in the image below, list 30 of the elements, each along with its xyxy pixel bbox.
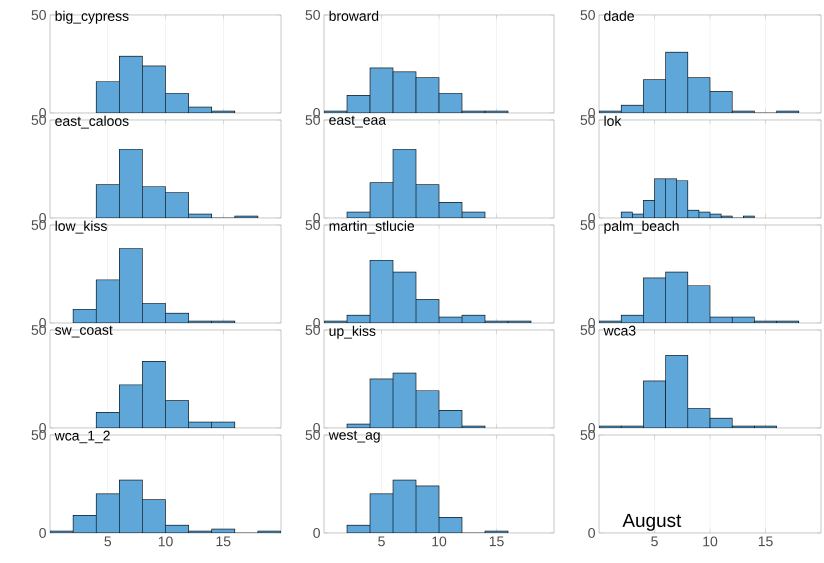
chart-title: low_kiss <box>56 220 107 234</box>
chart-title: dade <box>604 10 634 21</box>
chart-title: martin_stlucie <box>330 220 414 234</box>
y-tick-label: 0 <box>313 528 320 538</box>
y-tick-label: 50 <box>580 10 595 20</box>
x-tick-label: 15 <box>490 536 504 546</box>
y-tick-label: 0 <box>588 528 595 538</box>
y-tick-label: 50 <box>306 10 320 20</box>
chart-title: up_kiss <box>330 326 376 339</box>
chart-title: east_caloos <box>55 116 129 129</box>
chart-title: east_eaa <box>329 116 386 128</box>
x-tick-label: 10 <box>158 536 173 546</box>
chart-title: west_ag <box>328 430 380 443</box>
chart-title: wca3 <box>604 326 636 336</box>
x-tick-label: 10 <box>432 536 446 546</box>
x-tick-label: 5 <box>104 536 112 546</box>
chart-title: wca_1_2 <box>54 430 110 444</box>
chart-title: sw_coast <box>55 326 113 338</box>
chart-title: palm_beach <box>604 220 679 234</box>
x-tick-label: 5 <box>378 536 385 546</box>
x-tick-label: 15 <box>758 536 773 546</box>
x-tick-label: 15 <box>216 536 230 546</box>
y-tick-label: 50 <box>32 10 46 20</box>
chart-title: big_cypress <box>56 10 129 24</box>
x-tick-label: 10 <box>703 536 718 546</box>
x-tick-label: 5 <box>651 536 658 546</box>
annotation: August <box>622 514 682 531</box>
chart-title: lok <box>604 116 622 126</box>
chart-title: broward <box>330 10 378 21</box>
y-tick-label: 0 <box>39 528 46 538</box>
